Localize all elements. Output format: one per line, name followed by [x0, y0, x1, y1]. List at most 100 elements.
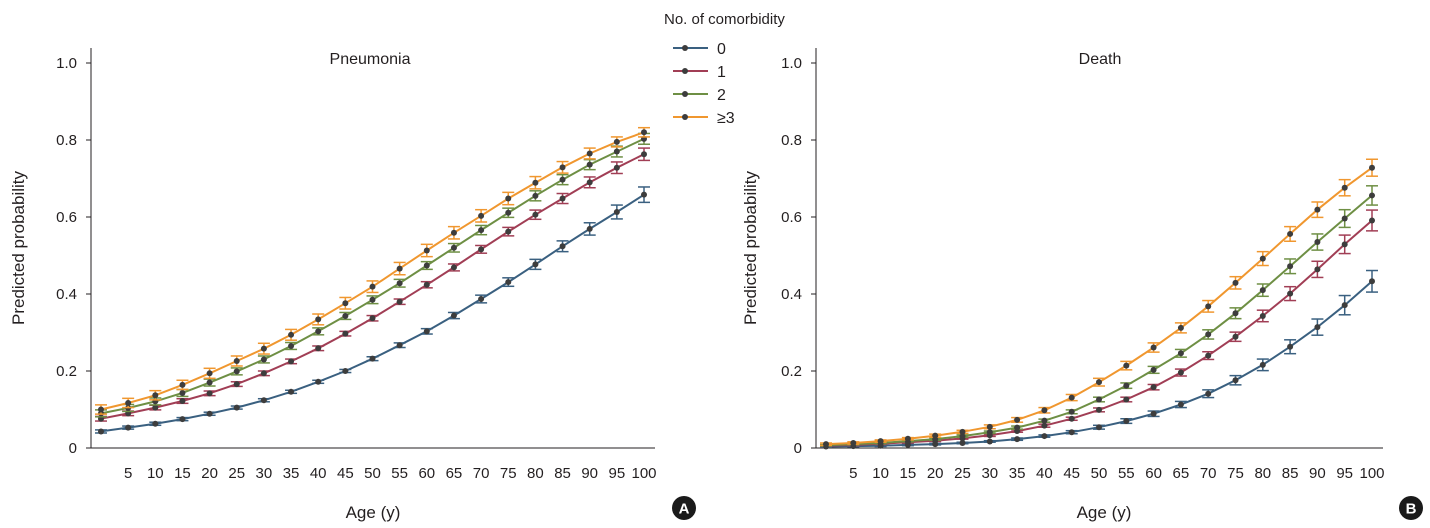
data-point: [342, 300, 349, 307]
data-point: [478, 212, 485, 219]
panel-a-x-tick-label: 80: [527, 465, 544, 482]
data-point: [1232, 279, 1239, 286]
legend-swatch-marker: [682, 91, 688, 97]
data-point: [1041, 433, 1048, 440]
data-point: [98, 428, 104, 435]
data-point: [641, 151, 647, 158]
data-point: [1341, 241, 1348, 248]
data-point: [1096, 406, 1102, 413]
data-point: [152, 420, 159, 427]
data-point: [641, 191, 647, 198]
panel-a-y-tick-label: 0.2: [56, 363, 77, 380]
data-point: [559, 243, 566, 250]
data-point: [986, 423, 993, 430]
panel-b-x-tick-label: 5: [849, 465, 857, 482]
legend-entry-0: 0: [673, 41, 726, 58]
data-point: [1068, 415, 1075, 422]
data-point: [450, 264, 457, 271]
data-point: [288, 358, 295, 365]
data-point: [1205, 390, 1212, 397]
data-point: [1150, 344, 1157, 351]
data-point: [315, 316, 322, 323]
panel-b-x-tick-label: 90: [1309, 465, 1326, 482]
legend-label: ≥3: [717, 110, 735, 127]
data-point: [478, 246, 485, 253]
data-point: [1205, 352, 1212, 359]
panel-a-title: Pneumonia: [330, 51, 411, 68]
panel-b-series: [820, 158, 1378, 450]
data-point: [315, 378, 322, 385]
panel-a-y-tick-label: 0.6: [56, 209, 77, 226]
panel-a-x-tick-label: 30: [256, 465, 273, 482]
data-point: [1341, 302, 1348, 309]
panel-a-badge-label: A: [679, 501, 690, 518]
panel-b-badge-circle: [1399, 496, 1423, 520]
panel-a-x-tick-label: 85: [554, 465, 571, 482]
panel-a-x-tick-label: 45: [337, 465, 354, 482]
data-point: [986, 438, 993, 445]
data-point: [342, 368, 349, 374]
panel-a-x-tick-label: 15: [174, 465, 191, 482]
panel-b-x-tick-label: 45: [1063, 465, 1080, 482]
panel-a-x-tick-label: 95: [609, 465, 626, 482]
panel-b-x-tick-label: 80: [1254, 465, 1271, 482]
data-point: [1232, 310, 1239, 317]
data-point: [532, 179, 539, 186]
panel-a-x-tick-label: 65: [446, 465, 463, 482]
panel-b-y-tick-label: 0: [794, 440, 802, 457]
panel-b-y-tick-label: 0.4: [781, 286, 802, 303]
data-point: [450, 312, 457, 319]
data-point: [179, 389, 186, 396]
panel-a-series-0: [95, 186, 650, 435]
legend-swatch-marker: [682, 68, 688, 74]
data-point: [1287, 343, 1294, 350]
data-point: [1096, 424, 1102, 431]
data-point: [1177, 401, 1184, 408]
panel-a-y-tick-label: 0.4: [56, 286, 77, 303]
data-point: [233, 381, 240, 388]
panel-a-badge-circle: [672, 496, 696, 520]
panel-a-x-ticks: 5 10 15 20 25 30 35 40 45 50 55 60 65 70 75 80 85 90 95 100: [124, 465, 657, 482]
legend-entries: 0 1 2 ≥3: [673, 41, 735, 127]
panel-b-x-tick-label: 35: [1009, 465, 1026, 482]
data-point: [986, 429, 993, 436]
data-point: [125, 399, 132, 406]
data-point: [342, 312, 349, 319]
panel-b-x-tick-label: 60: [1145, 465, 1162, 482]
series-line: [825, 166, 1373, 446]
legend-title: No. of comorbidity: [664, 11, 785, 28]
data-point: [450, 229, 457, 236]
data-point: [179, 381, 186, 388]
data-point: [1259, 312, 1266, 319]
panel-a-x-tick-label: 55: [391, 465, 408, 482]
panel-b-series-0: [820, 269, 1378, 450]
panel-a-x-tick-label: 20: [201, 465, 218, 482]
panel-b-y-tick-label: 1.0: [781, 55, 802, 72]
data-point: [823, 441, 829, 448]
data-point: [505, 279, 512, 286]
data-point: [125, 424, 132, 431]
data-point: [505, 228, 512, 235]
panel-a-y-tick-label: 0.8: [56, 132, 77, 149]
data-point: [559, 176, 566, 183]
data-point: [1096, 396, 1102, 403]
panel-b-x-tick-label: 75: [1227, 465, 1244, 482]
panel-a-x-tick-label: 10: [147, 465, 164, 482]
data-point: [932, 432, 939, 439]
data-point: [959, 428, 966, 435]
legend-swatch-marker: [682, 114, 688, 120]
data-point: [904, 435, 911, 442]
data-point: [1314, 206, 1321, 213]
data-point: [288, 331, 295, 338]
legend-label: 1: [717, 64, 726, 81]
data-point: [396, 298, 403, 305]
data-point: [1014, 416, 1021, 423]
data-point: [396, 342, 403, 349]
data-point: [478, 227, 485, 234]
panel-b-badge: B: [1399, 496, 1423, 520]
data-point: [1150, 384, 1157, 391]
data-point: [1177, 350, 1184, 357]
data-point: [369, 315, 376, 322]
legend-label: 2: [717, 87, 726, 104]
data-point: [369, 296, 376, 303]
